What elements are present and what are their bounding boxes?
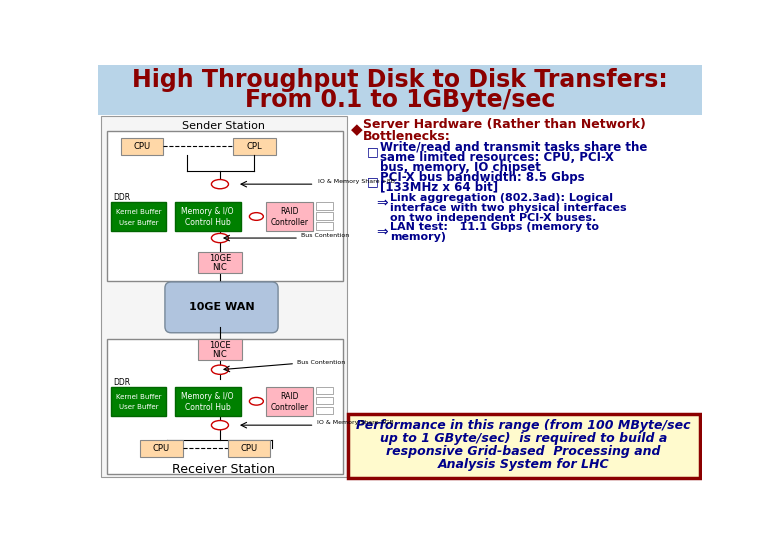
- Text: [133MHz x 64 bit]: [133MHz x 64 bit]: [380, 181, 498, 194]
- Text: From 0.1 to 1GByte/sec: From 0.1 to 1GByte/sec: [245, 88, 555, 112]
- Text: PCI-X bus bandwidth: 8.5 Gbps: PCI-X bus bandwidth: 8.5 Gbps: [380, 171, 584, 184]
- Text: bus, memory, IO chipset: bus, memory, IO chipset: [380, 161, 541, 174]
- Text: ⇒: ⇒: [377, 225, 388, 239]
- FancyBboxPatch shape: [198, 339, 242, 361]
- Text: Memory & I/O: Memory & I/O: [181, 392, 234, 401]
- Ellipse shape: [211, 365, 229, 374]
- Text: Bus Contention: Bus Contention: [297, 360, 346, 365]
- Text: Receiver Station: Receiver Station: [172, 463, 275, 476]
- Text: 10GE WAN: 10GE WAN: [189, 302, 254, 312]
- FancyBboxPatch shape: [112, 202, 165, 231]
- Text: Memory & I/O: Memory & I/O: [181, 207, 234, 217]
- Text: Link aggregation (802.3ad): Logical: Link aggregation (802.3ad): Logical: [391, 193, 613, 203]
- Text: Server Hardware (Rather than Network): Server Hardware (Rather than Network): [363, 118, 645, 131]
- Text: NIC: NIC: [213, 263, 227, 272]
- Text: Control Hub: Control Hub: [185, 403, 230, 412]
- Text: interface with two physical interfaces: interface with two physical interfaces: [391, 203, 627, 213]
- FancyBboxPatch shape: [316, 212, 333, 220]
- FancyBboxPatch shape: [107, 131, 343, 281]
- Text: Kernel Buffer: Kernel Buffer: [115, 394, 161, 400]
- Text: responsive Grid-based  Processing and: responsive Grid-based Processing and: [387, 445, 661, 458]
- Text: NIC: NIC: [213, 350, 227, 359]
- Text: CPU: CPU: [152, 444, 169, 453]
- FancyBboxPatch shape: [316, 202, 333, 210]
- Ellipse shape: [250, 213, 264, 220]
- Text: IO & Memory Share >8B: IO & Memory Share >8B: [318, 179, 395, 184]
- FancyBboxPatch shape: [198, 252, 242, 273]
- Text: DDR: DDR: [113, 193, 130, 202]
- Text: Bottlenecks:: Bottlenecks:: [363, 130, 450, 143]
- Text: Control Hub: Control Hub: [185, 218, 230, 227]
- FancyBboxPatch shape: [267, 202, 313, 231]
- Ellipse shape: [211, 179, 229, 189]
- Ellipse shape: [211, 421, 229, 430]
- FancyBboxPatch shape: [316, 407, 333, 414]
- FancyBboxPatch shape: [348, 414, 700, 477]
- FancyBboxPatch shape: [175, 202, 241, 231]
- Text: same limited resources: CPU, PCI-X: same limited resources: CPU, PCI-X: [380, 151, 614, 164]
- Text: 10GE: 10GE: [209, 254, 231, 264]
- FancyBboxPatch shape: [165, 282, 278, 333]
- Text: ◆: ◆: [351, 122, 363, 137]
- FancyBboxPatch shape: [121, 138, 163, 155]
- Text: DDR: DDR: [113, 379, 130, 387]
- Text: Bus Contention: Bus Contention: [301, 233, 349, 238]
- Text: RAID: RAID: [281, 207, 299, 217]
- Text: □: □: [367, 176, 379, 188]
- Text: Performance in this range (from 100 MByte/sec: Performance in this range (from 100 MByt…: [356, 418, 691, 431]
- Text: CPU: CPU: [240, 444, 257, 453]
- FancyBboxPatch shape: [101, 117, 347, 477]
- Text: ⇒: ⇒: [377, 195, 388, 210]
- Text: IO & Memory Share 7GB: IO & Memory Share 7GB: [317, 420, 393, 426]
- Text: User Buffer: User Buffer: [119, 220, 158, 226]
- Ellipse shape: [250, 397, 264, 405]
- Text: Kernel Buffer: Kernel Buffer: [115, 209, 161, 215]
- Text: High Throughput Disk to Disk Transfers:: High Throughput Disk to Disk Transfers:: [132, 68, 668, 92]
- Text: CPU: CPU: [133, 142, 151, 151]
- Text: on two independent PCI-X buses.: on two independent PCI-X buses.: [391, 213, 597, 223]
- FancyBboxPatch shape: [233, 138, 276, 155]
- Text: User Buffer: User Buffer: [119, 404, 158, 410]
- FancyBboxPatch shape: [267, 387, 313, 416]
- FancyBboxPatch shape: [316, 397, 333, 404]
- FancyBboxPatch shape: [98, 65, 702, 115]
- Text: □: □: [367, 145, 379, 158]
- Text: Write/read and transmit tasks share the: Write/read and transmit tasks share the: [380, 141, 647, 154]
- FancyBboxPatch shape: [175, 387, 241, 416]
- FancyBboxPatch shape: [316, 387, 333, 394]
- FancyBboxPatch shape: [316, 222, 333, 230]
- FancyBboxPatch shape: [112, 387, 165, 416]
- Text: 10CE: 10CE: [209, 341, 231, 350]
- Text: Controller: Controller: [271, 218, 309, 227]
- Text: LAN test:   11.1 Gbps (memory to: LAN test: 11.1 Gbps (memory to: [391, 222, 600, 232]
- Text: Controller: Controller: [271, 403, 309, 412]
- FancyBboxPatch shape: [140, 440, 183, 457]
- Text: CPL: CPL: [246, 142, 262, 151]
- Text: memory): memory): [391, 232, 446, 242]
- Text: RAID: RAID: [281, 392, 299, 401]
- Text: up to 1 GByte/sec)  is required to build a: up to 1 GByte/sec) is required to build …: [380, 432, 668, 445]
- Text: Analysis System for LHC: Analysis System for LHC: [438, 458, 609, 471]
- Text: Sender Station: Sender Station: [183, 122, 265, 131]
- FancyBboxPatch shape: [228, 440, 271, 457]
- Ellipse shape: [211, 233, 229, 242]
- FancyBboxPatch shape: [107, 339, 343, 474]
